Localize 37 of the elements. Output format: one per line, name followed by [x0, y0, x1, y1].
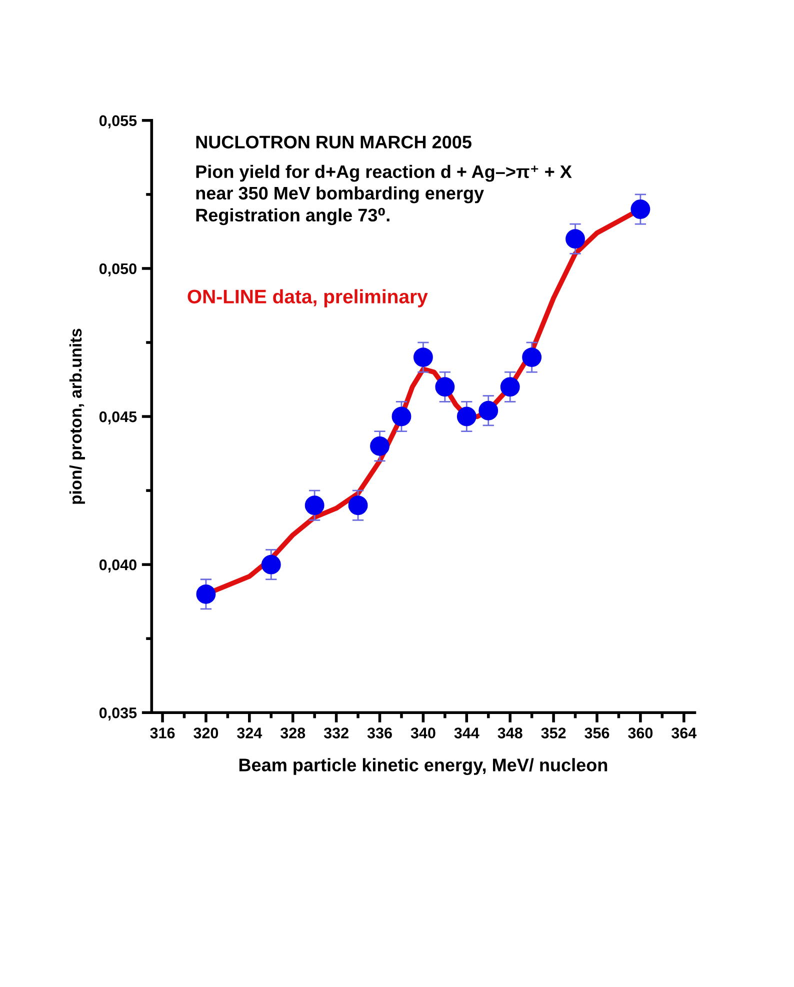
x-tick-label: 336 [367, 728, 392, 738]
point [196, 584, 216, 604]
y-tick-label: 0,035 [99, 707, 137, 721]
point [456, 406, 476, 426]
annotation: ON-LINE data, preliminary [188, 289, 428, 308]
x-tick-label: 340 [410, 728, 436, 738]
point [413, 348, 433, 368]
point [500, 377, 520, 397]
text: Pion yield for d+Ag reaction d + Ag–>π⁺ + X near 350 MeV bombarding energy Registration angle 73⁰. [196, 164, 572, 226]
point [630, 200, 650, 219]
x-tick-label: 344 [454, 728, 480, 738]
x-tick-label: 352 [541, 728, 566, 738]
point [261, 554, 281, 574]
x-tick-label: 328 [280, 728, 306, 738]
point [435, 377, 455, 397]
x-tick-label: 356 [584, 728, 610, 738]
x-tick-label: 332 [324, 728, 348, 738]
point [478, 400, 498, 420]
y-tick-label: 0,055 [99, 115, 137, 128]
point [304, 496, 324, 516]
x-tick-label: 324 [237, 728, 262, 738]
x-tick-label: 360 [628, 728, 653, 738]
text: NUCLOTRON RUN MARCH 2005 [196, 136, 472, 148]
y-axis-title: pion/ proton, arb.units [69, 328, 85, 504]
x-axis-title: Beam particle kinetic energy, MeV/ nucleon [239, 758, 608, 776]
y-tick-label: 0,050 [99, 263, 136, 276]
point [566, 229, 585, 249]
x-tick-label: 320 [194, 728, 218, 738]
point [348, 496, 368, 516]
point [522, 348, 542, 368]
y-tick-label: 0,045 [99, 411, 137, 424]
y-tick-label: 0,040 [99, 559, 136, 572]
x-tick-label: 348 [498, 728, 522, 738]
x-tick-label: 316 [150, 728, 175, 738]
point [392, 406, 412, 426]
x-tick-label: 364 [671, 728, 697, 738]
point [370, 436, 390, 456]
